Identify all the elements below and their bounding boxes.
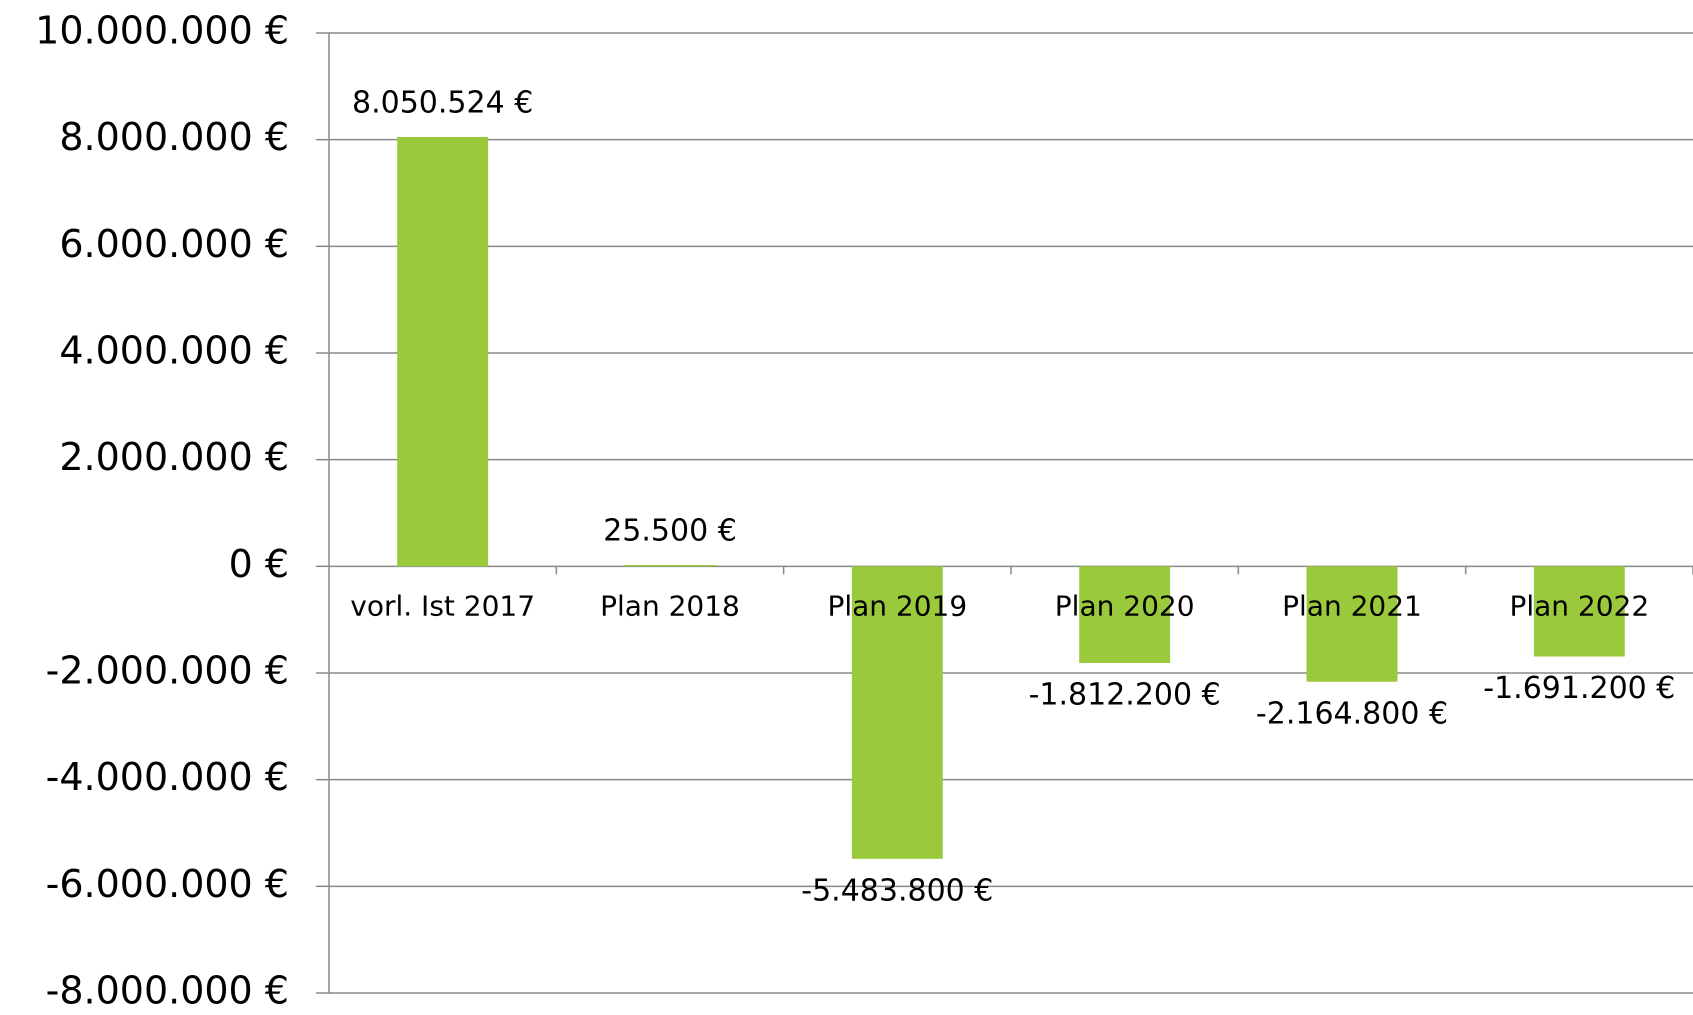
y-tick-label: 0 € [229, 542, 289, 586]
y-tick-label: 8.000.000 € [59, 115, 289, 159]
y-tick-label: -6.000.000 € [46, 862, 289, 906]
x-tick-label: Plan 2019 [827, 589, 967, 622]
y-tick-label: 4.000.000 € [59, 329, 289, 373]
data-label: -5.483.800 € [801, 873, 993, 908]
x-tick-label: Plan 2021 [1282, 589, 1422, 622]
bar [624, 564, 716, 567]
bar [1079, 566, 1171, 663]
bar [1533, 566, 1625, 657]
y-tick-label: 2.000.000 € [59, 435, 289, 479]
y-tick-label: -8.000.000 € [46, 969, 289, 1013]
data-label: 8.050.524 € [352, 85, 533, 120]
x-tick-label: Plan 2018 [600, 589, 740, 622]
x-tick-label: Plan 2022 [1509, 589, 1649, 622]
bar [397, 136, 489, 567]
data-label: -1.691.200 € [1483, 671, 1675, 706]
data-label: -1.812.200 € [1029, 677, 1221, 712]
bar [1306, 566, 1398, 682]
x-tick-label: vorl. Ist 2017 [350, 589, 535, 622]
bar [851, 566, 943, 859]
data-label: -2.164.800 € [1256, 696, 1448, 731]
y-tick-label: 10.000.000 € [35, 9, 289, 53]
x-tick-label: Plan 2020 [1055, 589, 1195, 622]
y-tick-label: 6.000.000 € [59, 222, 289, 266]
data-label: 25.500 € [603, 513, 737, 548]
y-tick-label: -4.000.000 € [46, 755, 289, 799]
y-tick-label: -2.000.000 € [46, 649, 289, 693]
